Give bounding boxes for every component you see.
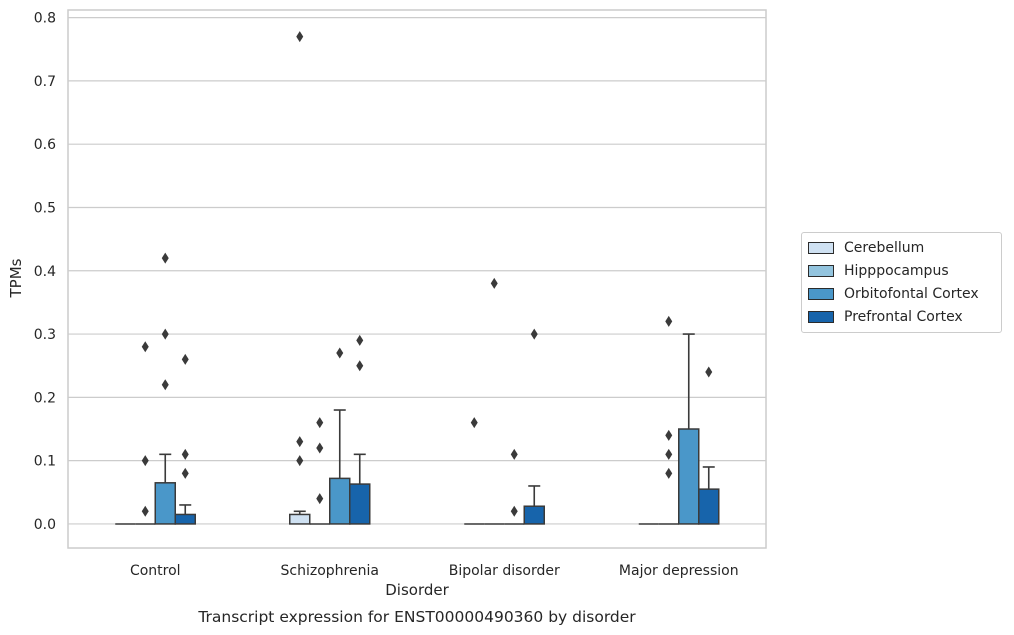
x-tick-label: Control xyxy=(130,563,181,579)
outlier-point xyxy=(356,334,364,346)
plot-frame xyxy=(67,9,767,549)
outlier-point xyxy=(665,429,673,441)
legend-label: Cerebellum xyxy=(844,239,925,256)
outlier-point xyxy=(665,448,673,460)
outlier-point xyxy=(336,347,344,359)
outlier-point xyxy=(141,505,149,517)
bars xyxy=(115,333,720,525)
y-axis-label: TPMs xyxy=(7,258,25,298)
bar xyxy=(349,483,371,525)
x-axis-label: Disorder xyxy=(385,581,449,599)
bar xyxy=(154,482,176,525)
bar xyxy=(329,477,351,525)
x-tick-label: Schizophrenia xyxy=(281,563,379,579)
legend-label: Orbitofontal Cortex xyxy=(844,285,979,302)
y-tick-label: 0.3 xyxy=(34,327,56,343)
legend-item: Orbitofontal Cortex xyxy=(802,282,1001,305)
outlier-point xyxy=(181,353,189,365)
bar xyxy=(174,513,196,525)
x-tick-label: Bipolar disorder xyxy=(449,563,560,579)
outliers xyxy=(141,31,713,517)
y-tick-label: 0.4 xyxy=(34,264,56,280)
y-tick-label: 0.0 xyxy=(34,517,56,533)
bar-group xyxy=(329,409,351,525)
outlier-point xyxy=(490,277,498,289)
y-tick-label: 0.7 xyxy=(34,74,56,90)
bar xyxy=(698,488,720,525)
outlier-point xyxy=(141,455,149,467)
y-tick-label: 0.8 xyxy=(34,11,56,27)
bar-group xyxy=(523,485,545,525)
outlier-point xyxy=(316,417,324,429)
bar-group xyxy=(289,510,311,525)
legend-swatch xyxy=(808,310,834,323)
outlier-point xyxy=(356,360,364,372)
legend-item: Hipppocampus xyxy=(802,259,1001,282)
outlier-point xyxy=(296,455,304,467)
legend-item: Prefrontal Cortex xyxy=(802,305,1001,328)
bar xyxy=(289,513,311,525)
bar xyxy=(523,505,545,525)
y-tick-label: 0.2 xyxy=(34,390,56,406)
outlier-point xyxy=(316,442,324,454)
outlier-point xyxy=(470,417,478,429)
outlier-point xyxy=(161,328,169,340)
outlier-point xyxy=(181,448,189,460)
outlier-point xyxy=(161,379,169,391)
outlier-point xyxy=(530,328,538,340)
outlier-point xyxy=(296,436,304,448)
bar-group xyxy=(678,333,700,525)
outlier-point xyxy=(665,315,673,327)
legend-swatch xyxy=(808,264,834,277)
x-tick-label: Major depression xyxy=(619,563,739,579)
legend-swatch xyxy=(808,241,834,254)
outlier-point xyxy=(181,467,189,479)
bar-group xyxy=(349,453,371,525)
y-axis-ticks: 0.0 0.1 0.2 0.3 0.4 0.5 0.6 0.7 0.8 xyxy=(34,11,56,533)
outlier-point xyxy=(510,505,518,517)
legend-label: Prefrontal Cortex xyxy=(844,308,963,325)
legend-swatch xyxy=(808,287,834,300)
legend-label: Hipppocampus xyxy=(844,262,949,279)
chart-title: Transcript expression for ENST0000049036… xyxy=(197,608,636,626)
outlier-point xyxy=(665,467,673,479)
outlier-point xyxy=(705,366,713,378)
y-tick-label: 0.1 xyxy=(34,454,56,470)
outlier-point xyxy=(141,341,149,353)
bar-group xyxy=(154,453,176,525)
legend: Cerebellum Hipppocampus Orbitofontal Corte… xyxy=(801,232,1002,333)
legend-item: Cerebellum xyxy=(802,236,1001,259)
outlier-point xyxy=(316,493,324,505)
gridlines xyxy=(68,16,766,525)
bar xyxy=(678,428,700,525)
outlier-point xyxy=(161,252,169,264)
outlier-point xyxy=(296,31,304,43)
x-axis-ticks: Control Schizophrenia Bipolar disorder Majo… xyxy=(130,563,739,579)
y-tick-label: 0.5 xyxy=(34,200,56,216)
bar-group xyxy=(174,504,196,525)
outlier-point xyxy=(510,448,518,460)
bar-group xyxy=(698,466,720,525)
y-tick-label: 0.6 xyxy=(34,137,56,153)
